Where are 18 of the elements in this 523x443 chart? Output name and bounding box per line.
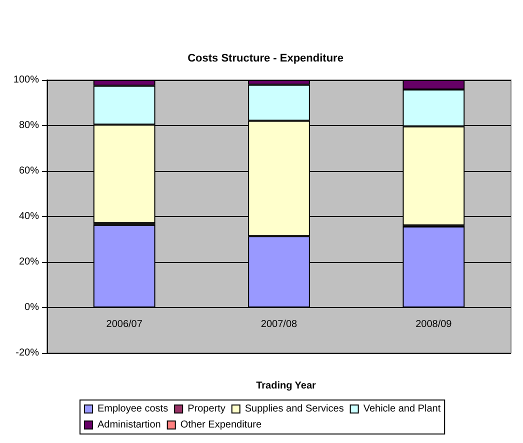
legend-label: Supplies and Services: [244, 404, 344, 414]
y-tick-label: 0%: [24, 302, 40, 313]
y-tick-label: -20%: [16, 348, 40, 358]
x-tick-label: 2006/07: [106, 319, 143, 330]
legend-label: Employee costs: [98, 404, 168, 414]
x-tick-label: 2007/08: [260, 319, 298, 330]
legend-label: Property: [188, 404, 226, 414]
y-tick-label: 40%: [18, 211, 40, 222]
legend-label: Administartion: [98, 420, 161, 430]
x-axis-title: Trading Year: [256, 380, 316, 392]
chart-title: Costs Structure - Expenditure: [188, 52, 344, 64]
y-tick-label: 100%: [13, 74, 40, 86]
legend-label: Vehicle and Plant: [363, 404, 441, 414]
y-tick-label: 20%: [18, 256, 40, 268]
legend-label: Other Expenditure: [180, 420, 262, 430]
y-tick-label: 60%: [18, 166, 40, 176]
y-tick-label: 80%: [18, 120, 40, 131]
x-tick-label: 2008/09: [416, 319, 452, 330]
